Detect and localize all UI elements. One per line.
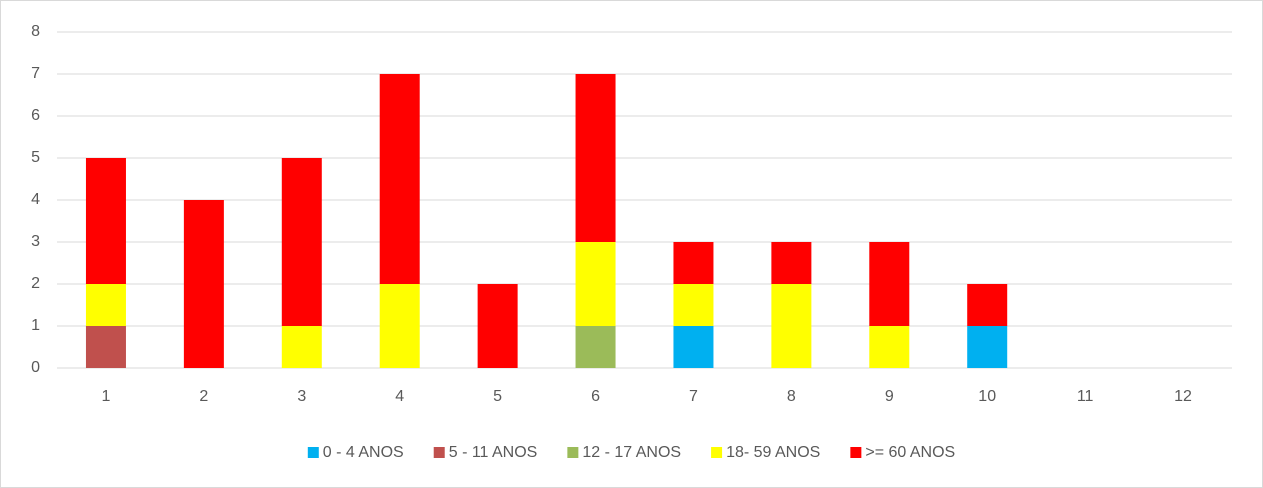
bar-segment [379, 74, 420, 284]
legend-label: 5 - 11 ANOS [449, 444, 538, 461]
x-tick-label: 9 [885, 388, 894, 405]
legend-label: >= 60 ANOS [865, 444, 955, 461]
x-tick-label: 8 [787, 388, 796, 405]
x-tick-label: 1 [102, 388, 111, 405]
bar-segment [869, 326, 910, 368]
legend-swatch [711, 447, 723, 458]
bar-segment [183, 200, 224, 368]
legend-swatch [307, 447, 319, 458]
legend-label: 18- 59 ANOS [726, 444, 820, 461]
y-tick-label: 6 [31, 107, 40, 124]
x-tick-label: 11 [1077, 388, 1094, 405]
bar-segment [673, 242, 714, 284]
bar-segment [281, 158, 322, 326]
y-tick-label: 1 [31, 317, 40, 334]
bar-segment [967, 326, 1008, 368]
x-tick-label: 7 [689, 388, 698, 405]
legend-label: 12 - 17 ANOS [582, 444, 681, 461]
y-tick-label: 4 [31, 191, 40, 208]
x-tick-label: 10 [978, 388, 996, 405]
bar-segment [575, 74, 616, 242]
bar-segment [85, 326, 126, 368]
y-tick-label: 8 [31, 23, 40, 40]
bar-segment [673, 326, 714, 368]
bar-segment [575, 242, 616, 326]
x-tick-label: 12 [1174, 388, 1192, 405]
y-tick-label: 5 [31, 149, 40, 166]
x-tick-label: 5 [493, 388, 502, 405]
bar-segment [673, 284, 714, 326]
x-tick-label: 3 [297, 388, 306, 405]
bar-segment [575, 326, 616, 368]
y-tick-label: 0 [31, 359, 40, 376]
x-tick-label: 2 [199, 388, 208, 405]
bar-segment [967, 284, 1008, 326]
bar-segment [869, 242, 910, 326]
bar-segment [771, 284, 812, 368]
legend-swatch [433, 447, 445, 458]
bar-segment [281, 326, 322, 368]
legend-swatch [850, 447, 862, 458]
y-tick-label: 3 [31, 233, 40, 250]
bar-segment [85, 284, 126, 326]
bar-segment [379, 284, 420, 368]
legend-label: 0 - 4 ANOS [323, 444, 404, 461]
bar-segment [771, 242, 812, 284]
y-tick-label: 7 [31, 65, 40, 82]
x-tick-label: 6 [591, 388, 600, 405]
legend-swatch [567, 447, 579, 458]
bar-segment [85, 158, 126, 284]
y-tick-label: 2 [31, 275, 40, 292]
bar-segment [477, 284, 518, 368]
x-tick-label: 4 [395, 388, 404, 405]
